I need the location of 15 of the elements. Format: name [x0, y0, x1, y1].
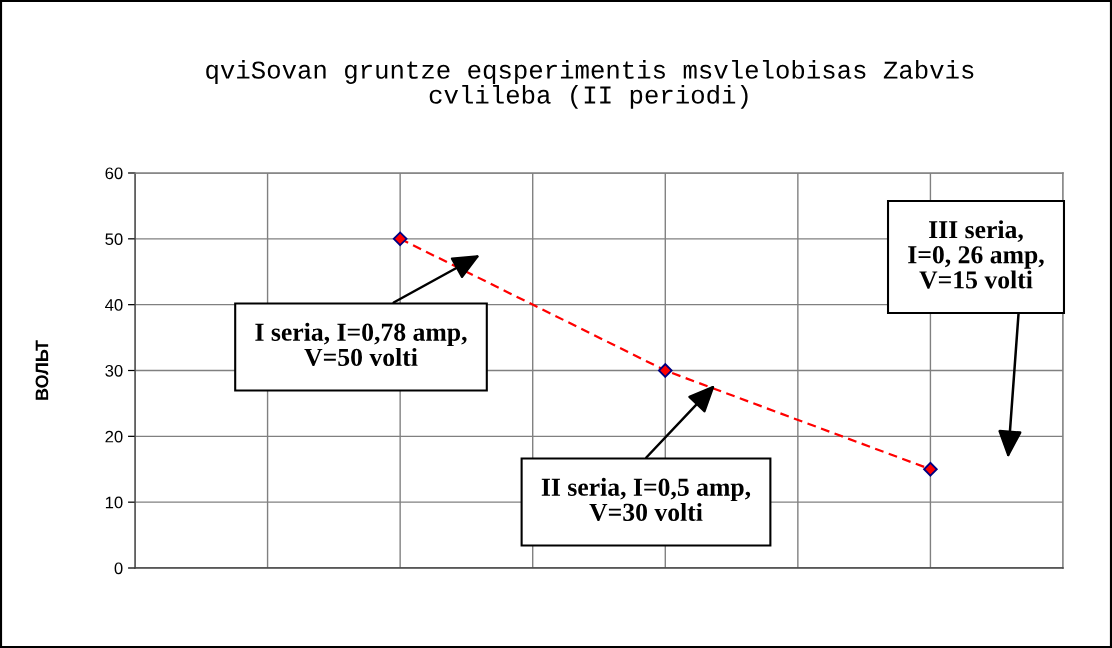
point: [923, 461, 938, 477]
annotation: II seria, I=0,5 amp, V=30 volti: [541, 477, 751, 522]
y-tick-label: 20: [105, 430, 123, 443]
point: [657, 363, 673, 378]
y-tick-label: 60: [105, 167, 123, 180]
y-axis-title: ВОЛЬТ: [35, 340, 49, 400]
annotation: III seria, I=0, 26 amp, V=15 volti: [908, 220, 1044, 289]
y-tick-label: 30: [105, 364, 123, 377]
point: [392, 231, 408, 247]
annotation: I seria, I=0,78 amp, V=50 volti: [255, 322, 467, 367]
y-tick-label: 40: [105, 299, 123, 311]
y-tick-label: 50: [105, 233, 123, 246]
chart-title: qviSovan gruntze eqsperimentis msvlelobisas Zabvis cvlileba (II periodi): [206, 60, 974, 109]
y-tick-label: 10: [105, 496, 123, 509]
y-tick-label: 0: [114, 562, 123, 575]
